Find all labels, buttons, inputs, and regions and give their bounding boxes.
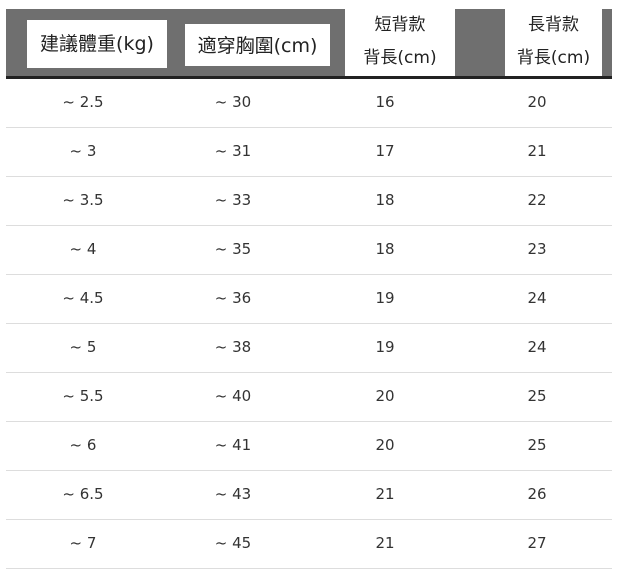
table-cell: 26	[527, 485, 547, 503]
header-chest: 適穿胸圍(cm)	[185, 24, 330, 66]
table-cell: 18	[375, 240, 395, 258]
table-cell: ~ 6.5	[62, 485, 104, 503]
table-cell: 21	[375, 534, 395, 552]
table-row: ~ 6.5 ~ 43 21 26	[6, 470, 612, 520]
table-cell: ~ 4	[69, 240, 97, 258]
table-cell: 20	[527, 93, 547, 111]
table-cell: 22	[527, 191, 547, 209]
header-long-back-line1: 長背款	[528, 15, 579, 35]
table-cell: 16	[375, 93, 395, 111]
header-weight: 建議體重(kg)	[27, 20, 167, 68]
table-cell: ~ 30	[214, 93, 252, 111]
table-row: ~ 3.5 ~ 33 18 22	[6, 176, 612, 226]
table-cell: 27	[527, 534, 547, 552]
table-cell: 19	[375, 338, 395, 356]
table-cell: ~ 5.5	[62, 387, 104, 405]
table-row: ~ 2.5 ~ 30 16 20	[6, 78, 612, 128]
header-long-back: 長背款 背長(cm)	[505, 9, 602, 76]
table-cell: ~ 3.5	[62, 191, 104, 209]
table-cell: 19	[375, 289, 395, 307]
table-cell: ~ 36	[214, 289, 252, 307]
table-cell: ~ 7	[69, 534, 97, 552]
table-cell: ~ 31	[214, 142, 252, 160]
table-row: ~ 4.5 ~ 36 19 24	[6, 274, 612, 324]
table-cell: ~ 40	[214, 387, 252, 405]
table-cell: 21	[527, 142, 547, 160]
table-cell: ~ 5	[69, 338, 97, 356]
table-cell: ~ 33	[214, 191, 252, 209]
header-long-back-line2: 背長(cm)	[516, 48, 591, 68]
table-cell: 24	[527, 289, 547, 307]
header-short-back-line1: 短背款	[374, 15, 426, 35]
table-cell: ~ 35	[214, 240, 252, 258]
header-short-back-line2: 背長(cm)	[363, 48, 437, 68]
table-cell: ~ 3	[69, 142, 97, 160]
table-row: ~ 4 ~ 35 18 23	[6, 225, 612, 275]
table-cell: 20	[375, 436, 395, 454]
table-cell: ~ 4.5	[62, 289, 104, 307]
table-cell: ~ 6	[69, 436, 97, 454]
table-cell: 17	[375, 142, 395, 160]
table-row: ~ 5.5 ~ 40 20 25	[6, 372, 612, 422]
table-cell: 24	[527, 338, 547, 356]
table-cell: 21	[375, 485, 395, 503]
table-row: ~ 5 ~ 38 19 24	[6, 323, 612, 373]
table-cell: 20	[375, 387, 395, 405]
table-cell: ~ 45	[214, 534, 252, 552]
table-row: ~ 7 ~ 45 21 27	[6, 519, 612, 569]
table-cell: 18	[375, 191, 395, 209]
table-cell: ~ 41	[214, 436, 252, 454]
table-row: ~ 3 ~ 31 17 21	[6, 127, 612, 177]
table-cell: ~ 38	[214, 338, 252, 356]
table-cell: 25	[527, 436, 547, 454]
header-short-back: 短背款 背長(cm)	[345, 9, 455, 76]
table-cell: ~ 2.5	[62, 93, 104, 111]
table-cell: 25	[527, 387, 547, 405]
table-cell: 23	[527, 240, 547, 258]
table-row: ~ 6 ~ 41 20 25	[6, 421, 612, 471]
table-cell: ~ 43	[214, 485, 252, 503]
